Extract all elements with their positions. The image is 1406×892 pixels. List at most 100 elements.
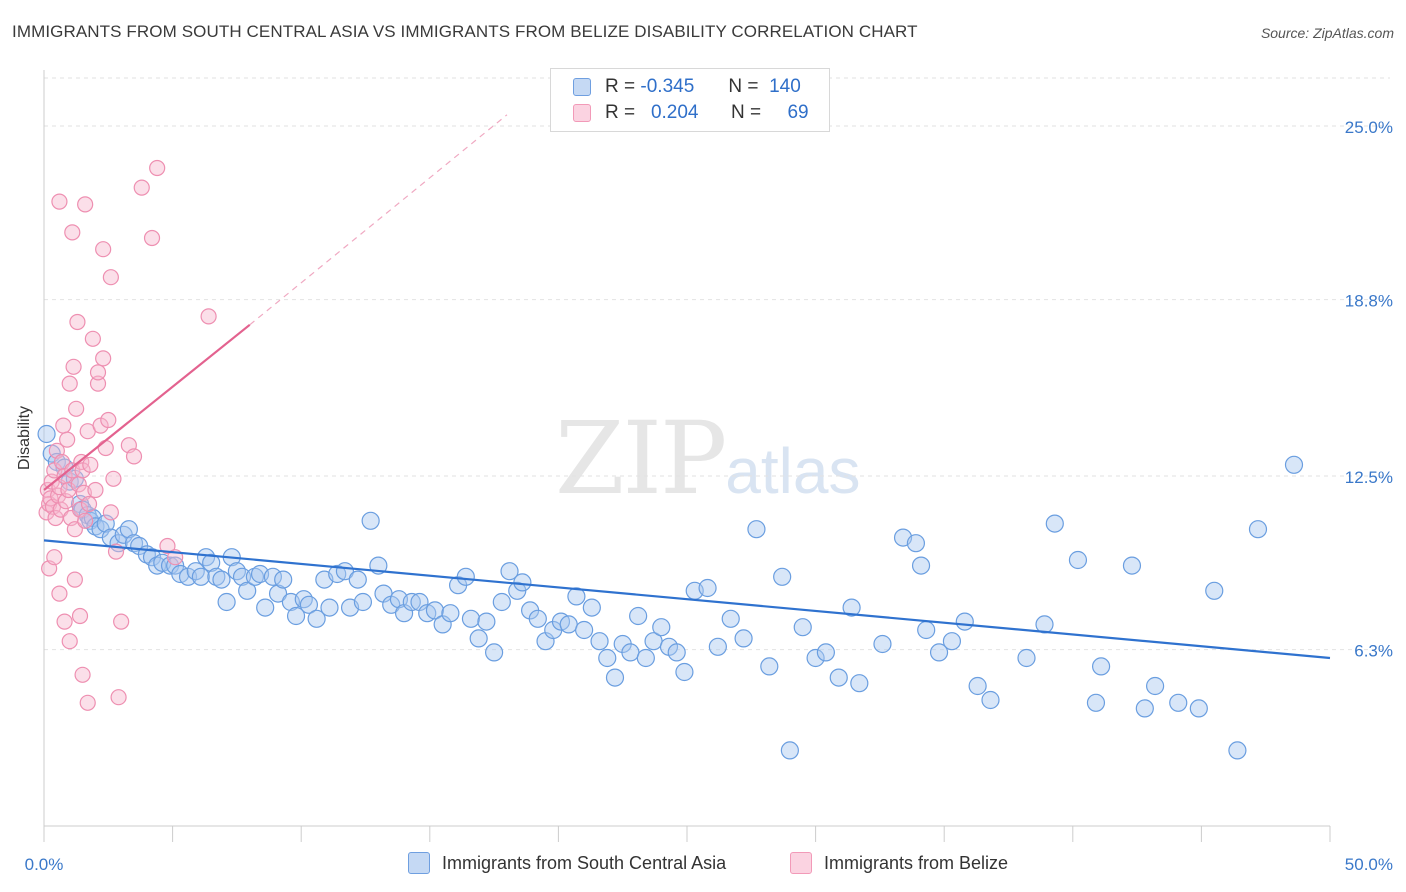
legend-item-south-central-asia[interactable]: Immigrants from South Central Asia — [408, 852, 726, 874]
point-south-central-asia — [1068, 550, 1088, 570]
point-south-central-asia — [361, 511, 380, 530]
point-south-central-asia — [760, 657, 779, 676]
point-south-central-asia — [842, 598, 861, 617]
point-south-central-asia — [425, 601, 445, 620]
point-belize — [110, 689, 127, 706]
point-belize — [125, 448, 143, 465]
point-south-central-asia — [37, 424, 56, 444]
point-belize — [100, 411, 117, 429]
point-south-central-asia — [850, 674, 869, 693]
point-belize — [79, 694, 96, 711]
point-belize — [56, 613, 73, 630]
x-tick-label: 0.0% — [25, 855, 64, 874]
point-belize — [61, 633, 78, 650]
point-belize — [102, 504, 119, 521]
point-south-central-asia — [582, 598, 601, 617]
point-south-central-asia — [734, 629, 753, 648]
point-south-central-asia — [955, 612, 974, 631]
point-belize — [95, 241, 112, 258]
point-south-central-asia — [698, 578, 717, 598]
legend-row-pink: R = 0.204 N = 69 — [573, 101, 809, 125]
point-belize — [69, 313, 86, 331]
point-south-central-asia — [1228, 741, 1247, 760]
point-south-central-asia — [667, 643, 686, 662]
legend-row-blue: R = -0.345 N = 140 — [573, 75, 801, 99]
point-south-central-asia — [968, 676, 987, 696]
point-south-central-asia — [1169, 693, 1188, 712]
point-south-central-asia — [461, 609, 481, 628]
point-south-central-asia — [286, 606, 306, 626]
point-south-central-asia — [227, 562, 246, 581]
trend-extension-belize — [249, 114, 508, 326]
point-south-central-asia — [268, 584, 288, 603]
point-south-central-asia — [232, 567, 252, 586]
trend-line-south-central-asia — [43, 539, 1331, 660]
point-south-central-asia — [456, 567, 475, 586]
pink-swatch — [573, 104, 591, 122]
point-belize — [59, 431, 76, 448]
point-south-central-asia — [528, 609, 547, 628]
point-south-central-asia — [773, 567, 792, 586]
point-belize — [71, 607, 89, 625]
correlation-legend: R = -0.345 N = 140 R = 0.204 N = 69 — [550, 68, 830, 132]
watermark-atlas: atlas — [725, 435, 861, 507]
blue-swatch — [573, 78, 591, 96]
point-belize — [105, 470, 122, 487]
point-south-central-asia — [829, 668, 848, 687]
point-south-central-asia — [929, 643, 949, 662]
point-belize — [143, 229, 161, 247]
n-label: N = — [728, 76, 759, 97]
r-value: -0.345 — [640, 76, 695, 97]
point-south-central-asia — [245, 567, 265, 586]
point-south-central-asia — [469, 629, 488, 648]
point-belize — [133, 179, 150, 196]
point-south-central-asia — [1017, 648, 1036, 668]
point-belize — [77, 196, 94, 213]
point-belize — [87, 481, 104, 499]
point-south-central-asia — [294, 590, 313, 609]
point-south-central-asia — [906, 534, 926, 553]
point-belize — [89, 375, 107, 392]
pink-swatch — [790, 852, 812, 874]
point-south-central-asia — [1205, 581, 1224, 600]
point-south-central-asia — [675, 662, 694, 682]
point-south-central-asia — [911, 556, 931, 575]
point-south-central-asia — [981, 690, 1000, 710]
point-south-central-asia — [590, 632, 609, 651]
point-south-central-asia — [441, 604, 460, 623]
point-belize — [68, 400, 85, 417]
point-belize — [102, 269, 119, 286]
point-south-central-asia — [636, 648, 655, 668]
point-south-central-asia — [513, 573, 532, 592]
point-south-central-asia — [119, 520, 138, 539]
source-note: Source: ZipAtlas.com — [1260, 25, 1394, 41]
n-label: N = — [730, 102, 762, 123]
point-south-central-asia — [1248, 520, 1268, 539]
point-south-central-asia — [191, 567, 210, 586]
point-south-central-asia — [917, 620, 936, 640]
point-south-central-asia — [1086, 693, 1106, 712]
chart-title: IMMIGRANTS FROM SOUTH CENTRAL ASIA VS IM… — [12, 22, 918, 41]
point-belize — [95, 350, 112, 367]
point-south-central-asia — [1091, 657, 1111, 676]
point-south-central-asia — [1284, 455, 1304, 474]
point-belize — [200, 308, 217, 325]
point-south-central-asia — [780, 741, 799, 760]
r-label: R = — [605, 76, 636, 97]
point-south-central-asia — [652, 618, 671, 637]
legend-item-belize[interactable]: Immigrants from Belize — [790, 852, 1008, 874]
point-south-central-asia — [196, 548, 216, 567]
point-belize — [55, 417, 72, 434]
point-south-central-asia — [747, 520, 766, 539]
legend-label: Immigrants from Belize — [824, 852, 1009, 873]
point-belize — [61, 375, 78, 392]
n-value: 69 — [787, 102, 809, 123]
point-belize — [82, 456, 99, 473]
point-south-central-asia — [492, 592, 511, 612]
point-south-central-asia — [1122, 556, 1142, 575]
blue-swatch — [408, 852, 430, 874]
point-south-central-asia — [263, 567, 283, 586]
point-south-central-asia — [148, 556, 167, 575]
point-south-central-asia — [708, 637, 727, 656]
